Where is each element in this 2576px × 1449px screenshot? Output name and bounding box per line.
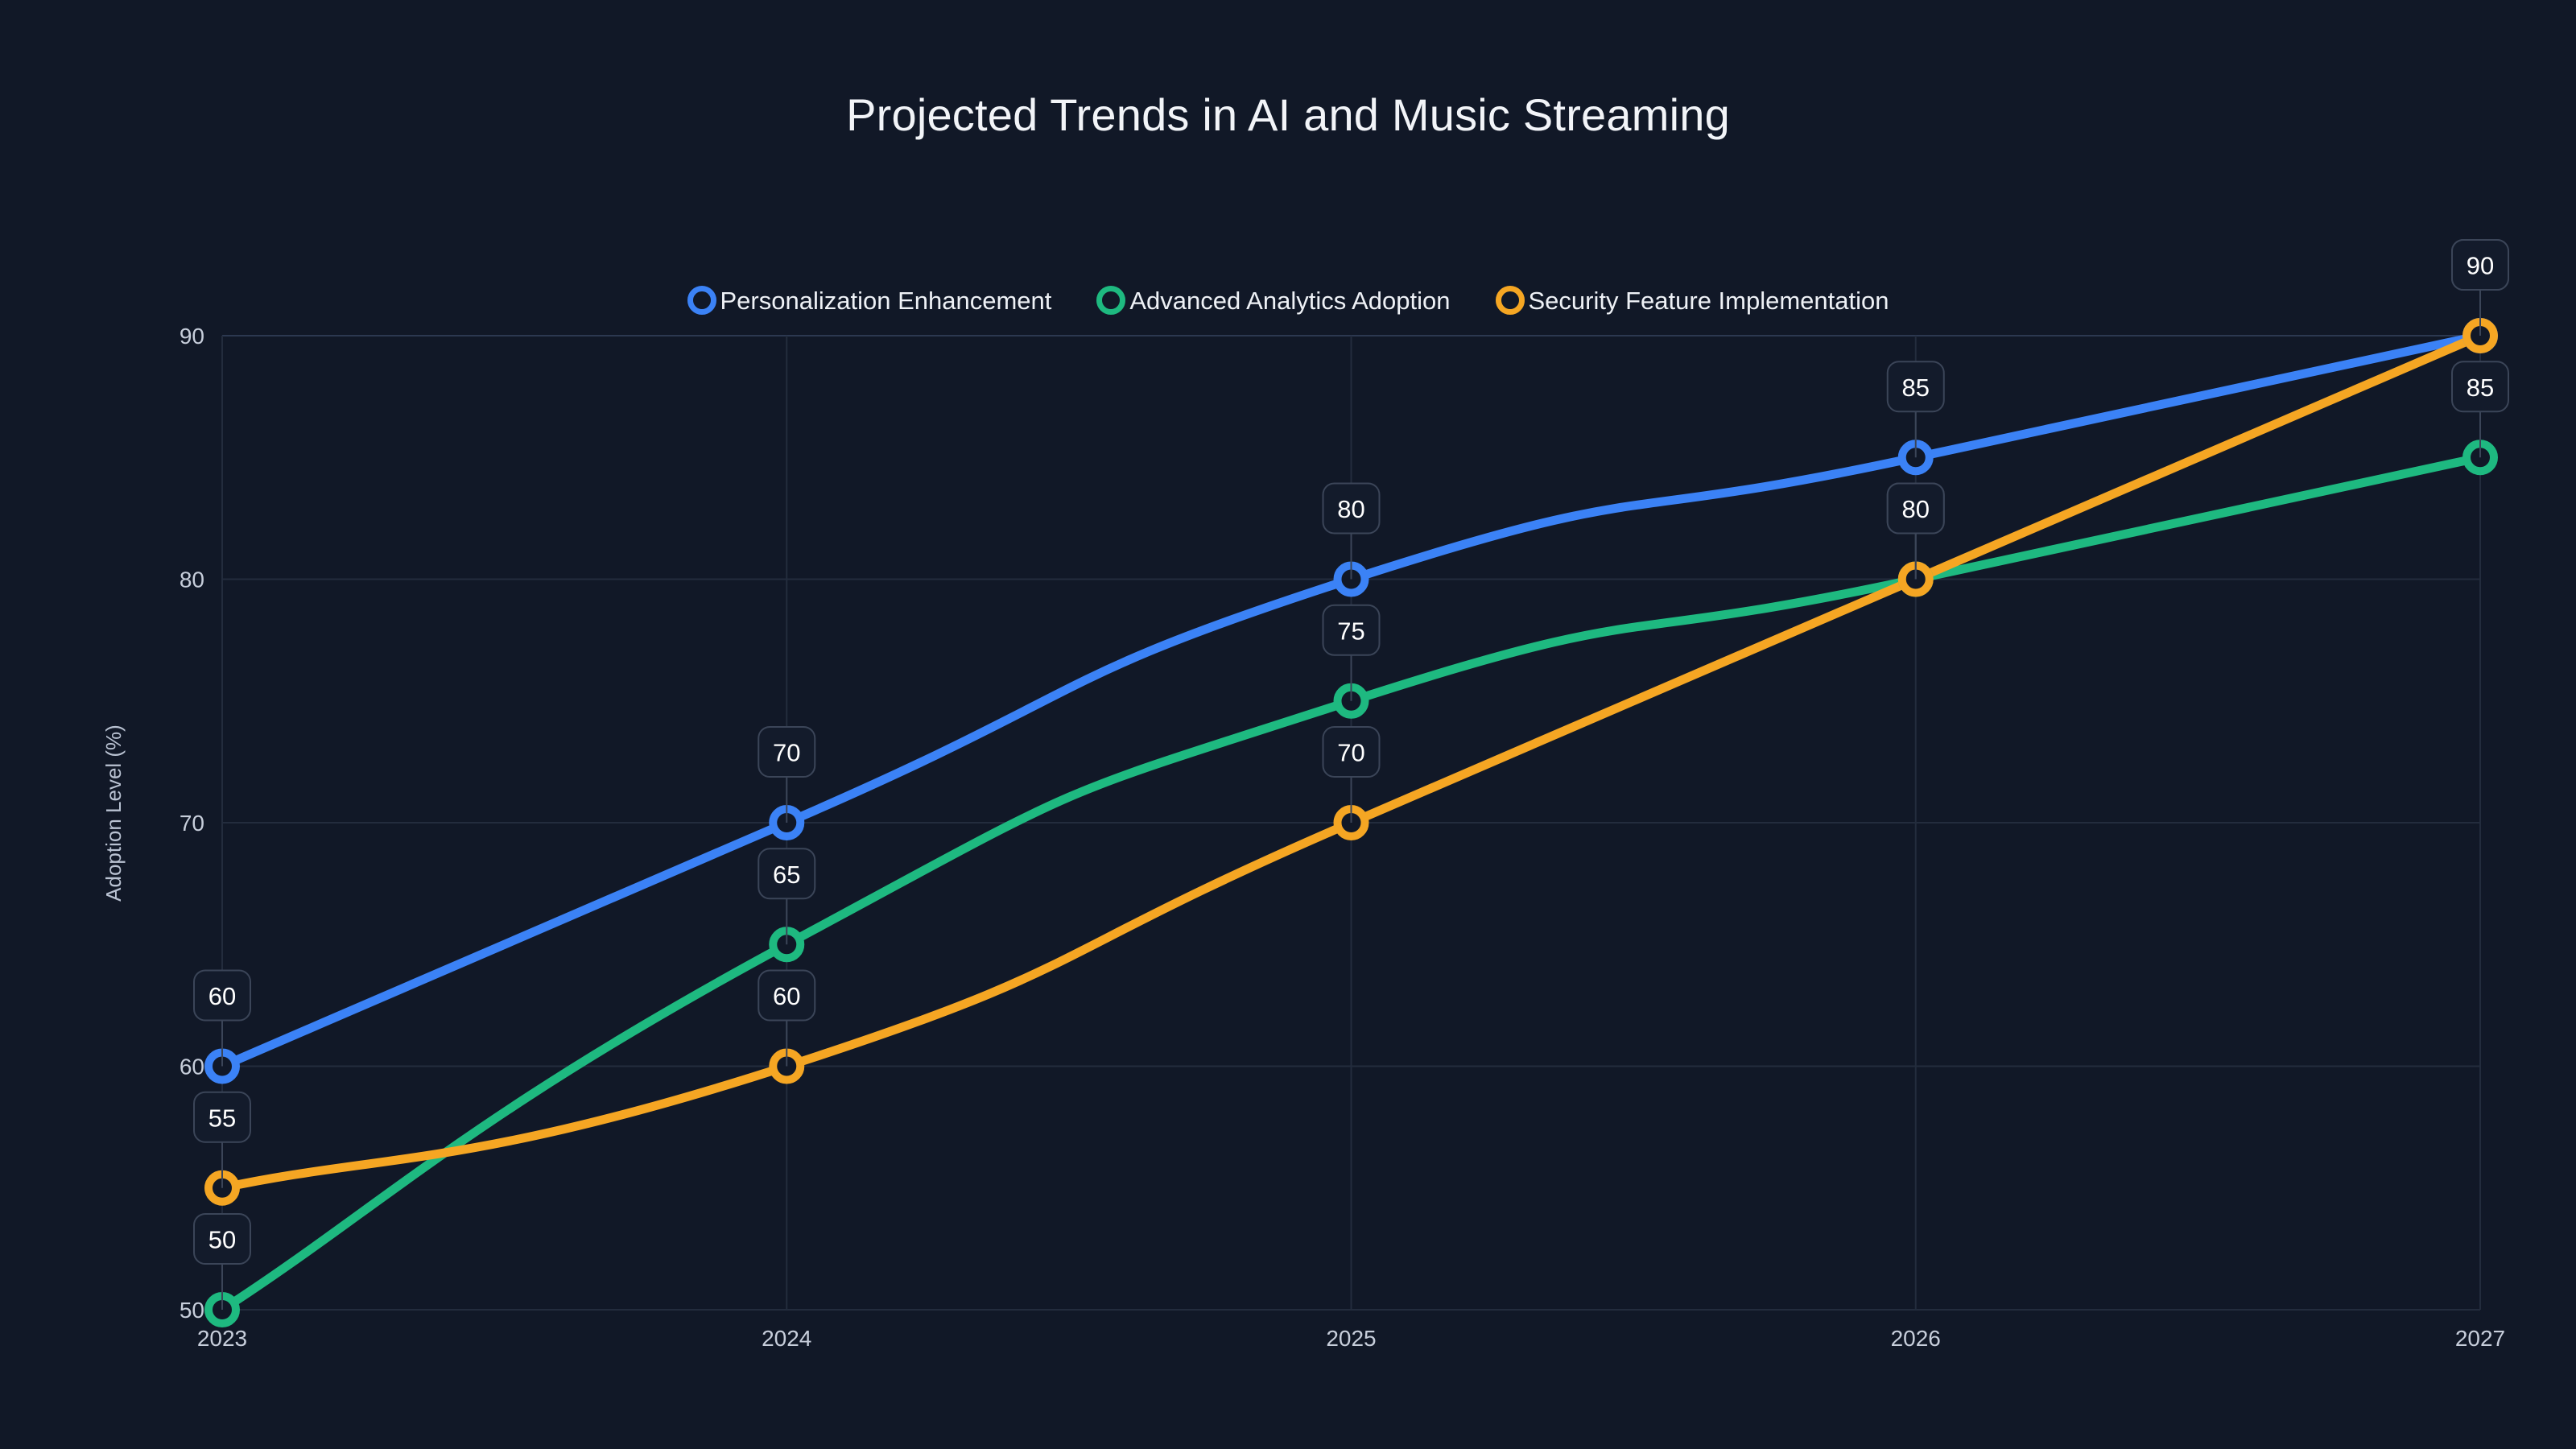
y-tick-label-80: 80 — [180, 568, 204, 592]
data-label-text: 70 — [773, 739, 800, 767]
data-label-0-2: 80 — [1322, 482, 1381, 580]
data-label-layer: 607080859050657580855560708090 — [193, 239, 2509, 1310]
x-tick-label-2026: 2026 — [1891, 1326, 1941, 1351]
data-label-text: 55 — [208, 1104, 236, 1132]
data-label-1-4: 85 — [2451, 361, 2509, 458]
data-label-2-1: 60 — [758, 969, 816, 1067]
data-label-text: 80 — [1902, 495, 1930, 523]
y-axis: 50 60 70 80 90 — [180, 324, 204, 1323]
data-label-box — [2451, 361, 2509, 413]
y-tick-label-50: 50 — [180, 1298, 204, 1323]
data-label-1-1: 65 — [758, 848, 816, 945]
data-label-text: 90 — [2467, 252, 2494, 280]
data-label-box — [1886, 482, 1945, 535]
data-label-box — [193, 1091, 251, 1143]
x-axis: 2023 2024 2025 2026 2027 — [197, 1326, 2505, 1351]
data-label-text: 80 — [1337, 495, 1364, 523]
data-label-box — [1322, 604, 1381, 656]
data-label-1-2: 75 — [1322, 604, 1381, 701]
data-label-text: 75 — [1337, 617, 1364, 645]
data-label-box — [1322, 726, 1381, 778]
data-label-box — [193, 969, 251, 1022]
x-tick-label-2025: 2025 — [1326, 1326, 1376, 1351]
data-label-2-2: 70 — [1322, 726, 1381, 823]
data-label-2-3: 80 — [1886, 482, 1945, 580]
data-label-box — [758, 726, 816, 778]
data-label-0-0: 60 — [193, 969, 251, 1067]
data-label-1-0: 50 — [193, 1213, 251, 1310]
data-label-2-0: 55 — [193, 1091, 251, 1188]
y-tick-label-90: 90 — [180, 324, 204, 349]
data-label-text: 60 — [208, 982, 236, 1010]
page-title: Projected Trends in AI and Music Streami… — [846, 89, 1730, 140]
data-label-2-4: 90 — [2451, 239, 2509, 336]
y-axis-title: Adoption Level (%) — [101, 724, 126, 902]
data-label-box — [758, 848, 816, 900]
data-label-box — [1886, 361, 1945, 413]
data-label-text: 85 — [2467, 374, 2494, 402]
marker-layer — [204, 318, 2498, 1327]
data-label-box — [758, 969, 816, 1022]
data-label-text: 65 — [773, 861, 800, 889]
data-label-0-3: 85 — [1886, 361, 1945, 458]
x-tick-label-2023: 2023 — [197, 1326, 247, 1351]
data-label-0-1: 70 — [758, 726, 816, 823]
y-tick-label-70: 70 — [180, 811, 204, 836]
data-label-box — [1322, 482, 1381, 535]
data-label-text: 50 — [208, 1226, 236, 1254]
x-tick-label-2027: 2027 — [2455, 1326, 2505, 1351]
data-label-text: 85 — [1902, 374, 1930, 402]
data-label-text: 60 — [773, 982, 800, 1010]
data-label-text: 70 — [1337, 739, 1364, 767]
y-tick-label-60: 60 — [180, 1055, 204, 1080]
data-label-box — [193, 1213, 251, 1265]
data-label-box — [2451, 239, 2509, 291]
x-tick-label-2024: 2024 — [762, 1326, 811, 1351]
